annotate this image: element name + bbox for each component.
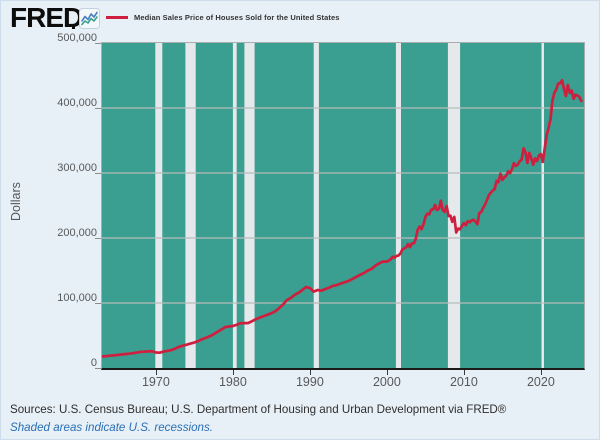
- median-price-line[interactable]: [102, 78, 583, 358]
- fred-logo-chart-icon: [79, 8, 100, 29]
- y-tick-label: 100,000: [57, 292, 97, 304]
- y-tick-label: 0: [90, 357, 97, 369]
- x-tick-label: 1980: [218, 375, 247, 389]
- x-tick-mark: [232, 370, 234, 375]
- x-tick-label: 1990: [295, 375, 324, 389]
- recession-band: [541, 43, 544, 368]
- y-tick-mark: [95, 43, 101, 44]
- legend: Median Sales Price of Houses Sold for th…: [106, 13, 340, 22]
- recession-band: [447, 43, 461, 368]
- x-tick-mark: [155, 370, 157, 375]
- y-tick-mark: [95, 303, 101, 304]
- x-tick-mark: [386, 370, 388, 375]
- y-tick-mark: [95, 173, 101, 174]
- x-tick-mark: [309, 370, 311, 375]
- y-tick-label: 500,000: [57, 32, 97, 44]
- legend-line-swatch: [106, 16, 128, 19]
- legend-series-label: Median Sales Price of Houses Sold for th…: [134, 13, 340, 22]
- plot-area[interactable]: [101, 42, 585, 370]
- x-tick-label: 2000: [372, 375, 401, 389]
- recession-band: [232, 43, 237, 368]
- y-tick-mark: [95, 108, 101, 109]
- recession-band: [185, 43, 196, 368]
- fred-logo[interactable]: FRED: [10, 2, 83, 33]
- y-tick-mark: [95, 368, 101, 369]
- registered-trademark-dot: [72, 26, 75, 29]
- recessions-note-link[interactable]: Shaded areas indicate U.S. recessions.: [10, 421, 214, 434]
- y-tick-mark: [95, 238, 101, 239]
- x-tick-label: 2020: [526, 375, 555, 389]
- x-tick-label: 2010: [449, 375, 478, 389]
- y-tick-label: 300,000: [57, 162, 97, 174]
- recession-band: [244, 43, 255, 368]
- sources-text: Sources: U.S. Census Bureau; U.S. Depart…: [10, 403, 507, 416]
- y-tick-label: 200,000: [57, 227, 97, 239]
- x-tick-mark: [540, 370, 542, 375]
- recession-band: [395, 43, 401, 368]
- x-tick-label: 1970: [141, 375, 170, 389]
- x-tick-mark: [463, 370, 465, 375]
- recession-band: [313, 43, 319, 368]
- price-line-chart[interactable]: [102, 43, 584, 368]
- y-tick-label: 400,000: [57, 97, 97, 109]
- recession-band: [155, 43, 163, 368]
- y-axis-title: Dollars: [9, 182, 23, 222]
